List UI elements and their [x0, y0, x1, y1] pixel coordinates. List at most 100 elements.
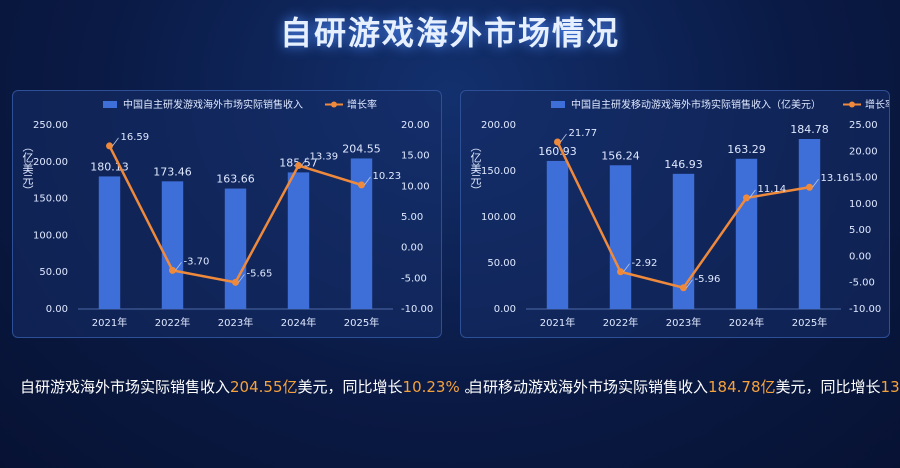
bar-value-label: 160.93 [538, 145, 577, 158]
y-tick-label: 0.00 [46, 304, 68, 315]
x-tick-label: 2025年 [792, 316, 827, 329]
y2-tick-label: -10.00 [401, 304, 433, 315]
label-leader [749, 189, 756, 199]
label-leader [560, 133, 567, 143]
line-point [106, 142, 113, 150]
x-tick-label: 2024年 [729, 316, 764, 329]
caption: 自研移动游戏海外市场实际销售收入184.78亿美元，同比增长13.16%。 [468, 376, 900, 397]
y-tick-label: 200.00 [481, 120, 516, 131]
line-value-label: -3.70 [184, 256, 210, 267]
bar-value-label: 184.78 [790, 123, 829, 136]
x-tick-label: 2023年 [218, 316, 253, 329]
y2-tick-label: 0.00 [401, 243, 423, 254]
y-tick-label: 0.00 [494, 304, 516, 315]
line-point [743, 194, 750, 202]
x-tick-label: 2021年 [540, 316, 575, 329]
bar-value-label: 156.24 [601, 149, 640, 162]
label-leader [175, 262, 182, 271]
y2-tick-label: 20.00 [401, 120, 430, 131]
line-point [554, 138, 561, 146]
y-tick-label: 50.00 [39, 267, 68, 278]
chart-panel: （亿美元） 0.00 50.00 100.00 150.00 200.00 250.00 -1… [12, 90, 442, 338]
legend-swatch [551, 101, 565, 108]
y2-tick-label: 25.00 [849, 120, 878, 131]
bar-value-label: 173.46 [153, 165, 192, 178]
line-point [680, 284, 687, 292]
line-point [617, 268, 624, 276]
y2-tick-label: 15.00 [849, 173, 878, 184]
x-tick-label: 2022年 [155, 316, 190, 329]
chart-panel: （亿美元） 0.00 50.00 100.00 150.00 200.00 -10.00 -5… [460, 90, 890, 338]
legend-swatch [331, 101, 337, 108]
x-tick-label: 2023年 [666, 316, 701, 329]
line-value-label: 10.23 [373, 171, 402, 182]
line-value-label: 16.59 [121, 132, 150, 143]
y-axis-label: （亿美元） [21, 141, 34, 196]
bar [672, 173, 695, 309]
page-title: 自研游戏海外市场情况 [279, 14, 620, 52]
y-tick-label: 200.00 [33, 157, 68, 168]
bar [798, 139, 821, 309]
legend-label: 中国自主研发移动游戏海外市场实际销售收入（亿美元） [571, 98, 821, 111]
label-leader [623, 263, 630, 273]
y2-tick-label: -5.00 [849, 278, 875, 289]
y-tick-label: 100.00 [33, 230, 68, 241]
bar [350, 158, 373, 309]
caption-highlight: 184.78亿 [708, 378, 776, 396]
legend-swatch [103, 101, 117, 108]
line-value-label: -5.65 [247, 268, 273, 279]
line-point [295, 162, 302, 170]
x-tick-label: 2021年 [92, 316, 127, 329]
caption: 自研游戏海外市场实际销售收入204.55亿美元，同比增长10.23% 。 [20, 376, 480, 397]
line-value-label: 11.14 [758, 184, 787, 195]
line-value-label: 21.77 [569, 128, 598, 139]
y2-tick-label: 10.00 [849, 199, 878, 210]
bar [98, 176, 121, 309]
bar [224, 188, 247, 309]
bar [546, 160, 569, 309]
x-tick-label: 2025年 [344, 316, 379, 329]
bar-value-label: 204.55 [342, 142, 381, 155]
line-value-label: -5.96 [695, 274, 721, 285]
chart: （亿美元） 0.00 50.00 100.00 150.00 200.00 250.00 -1… [21, 98, 433, 329]
y2-tick-label: -5.00 [401, 273, 427, 284]
y2-tick-label: 5.00 [849, 225, 871, 236]
caption-text: 自研移动游戏海外市场实际销售收入 [468, 378, 709, 396]
chart: （亿美元） 0.00 50.00 100.00 150.00 200.00 -10.00 -5… [469, 98, 889, 329]
label-leader [112, 137, 119, 147]
x-tick-label: 2022年 [603, 316, 638, 329]
line-value-label: 13.16 [821, 173, 850, 184]
line-point [232, 278, 239, 286]
x-tick-label: 2024年 [281, 316, 316, 329]
legend-label: 中国自主研发游戏海外市场实际销售收入 [123, 98, 303, 111]
y2-tick-label: 0.00 [849, 251, 871, 262]
legend-swatch [849, 101, 855, 108]
y2-tick-label: -10.00 [849, 304, 881, 315]
legend-label: 增长率 [347, 98, 377, 111]
label-leader [364, 176, 371, 186]
bar [161, 181, 184, 309]
y2-tick-label: 15.00 [401, 151, 430, 162]
caption-highlight: 10.23% [402, 378, 460, 396]
caption-text: 美元，同比增长 [775, 378, 881, 396]
bar [735, 158, 758, 309]
legend-label: 增长率 [865, 98, 889, 111]
caption-text: 。 [459, 378, 480, 396]
line-value-label: 13.39 [310, 152, 339, 163]
caption-highlight: 204.55亿 [230, 378, 298, 396]
label-leader [686, 279, 693, 289]
y2-tick-label: 10.00 [401, 181, 430, 192]
y2-tick-label: 5.00 [401, 212, 423, 223]
bar [287, 172, 310, 309]
line-point [169, 266, 176, 274]
line-point [358, 181, 365, 189]
y-tick-label: 50.00 [487, 258, 516, 269]
y-axis-label: （亿美元） [469, 141, 482, 196]
line-value-label: -2.92 [632, 258, 658, 269]
label-leader [238, 274, 245, 283]
y-tick-label: 250.00 [33, 120, 68, 131]
y2-tick-label: 20.00 [849, 146, 878, 157]
line-point [806, 183, 813, 191]
caption-text: 自研游戏海外市场实际销售收入 [20, 378, 231, 396]
caption-highlight: 13.16% [880, 378, 900, 396]
